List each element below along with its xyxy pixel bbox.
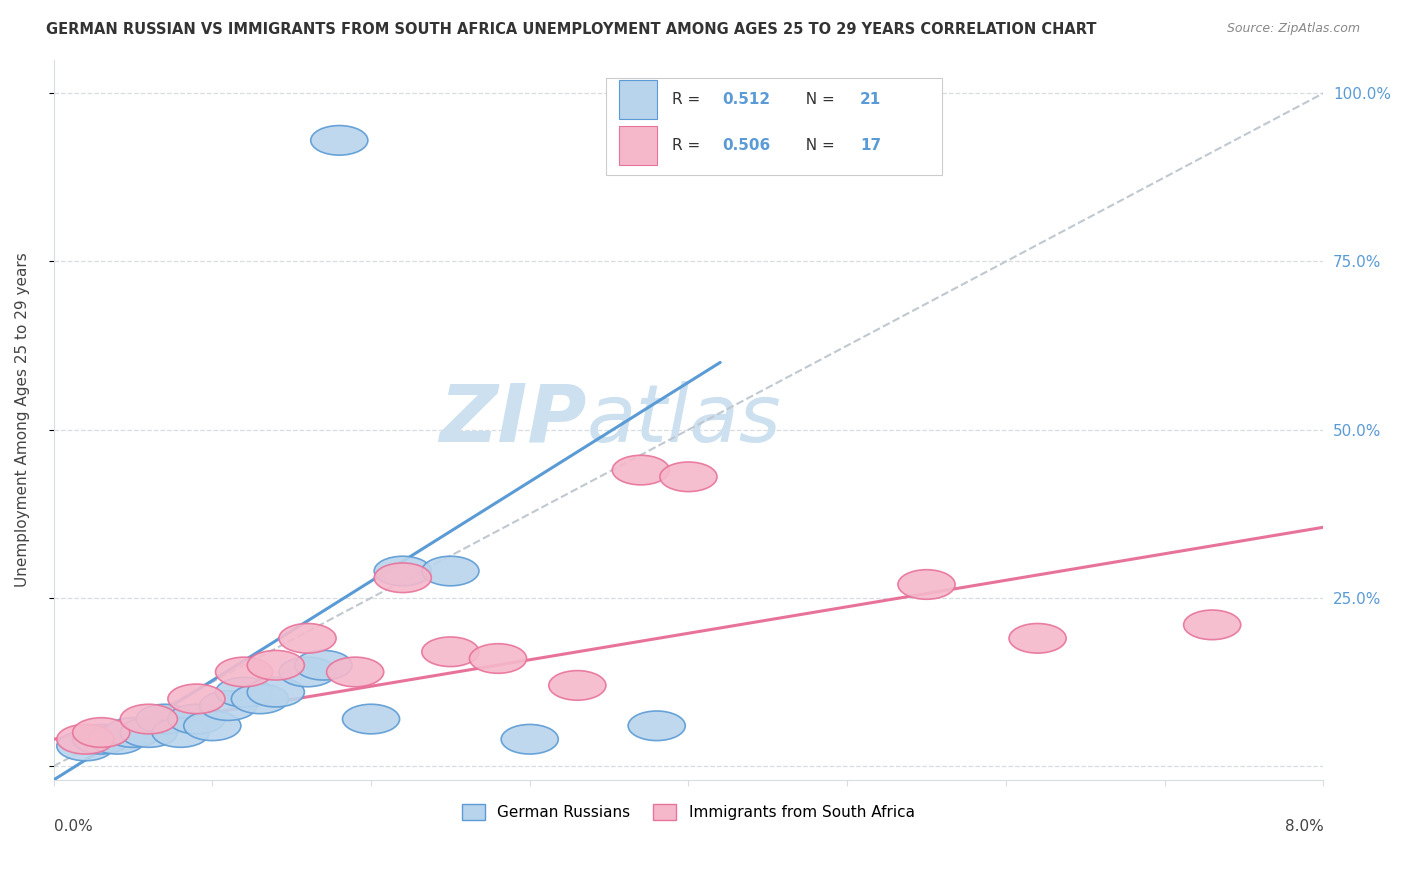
Ellipse shape xyxy=(56,731,114,761)
Text: 8.0%: 8.0% xyxy=(1285,819,1323,834)
Text: ZIP: ZIP xyxy=(440,381,586,458)
Ellipse shape xyxy=(215,657,273,687)
Text: 17: 17 xyxy=(860,138,882,153)
Ellipse shape xyxy=(121,718,177,747)
Ellipse shape xyxy=(73,718,129,747)
Ellipse shape xyxy=(501,724,558,754)
Ellipse shape xyxy=(73,724,129,754)
Ellipse shape xyxy=(200,690,257,721)
Ellipse shape xyxy=(104,718,162,747)
Ellipse shape xyxy=(612,455,669,485)
Ellipse shape xyxy=(422,637,479,666)
Text: atlas: atlas xyxy=(586,381,782,458)
FancyBboxPatch shape xyxy=(619,126,657,165)
Legend: German Russians, Immigrants from South Africa: German Russians, Immigrants from South A… xyxy=(456,797,921,826)
Ellipse shape xyxy=(184,711,240,740)
Text: 0.512: 0.512 xyxy=(723,92,770,107)
Ellipse shape xyxy=(89,724,146,754)
Ellipse shape xyxy=(470,644,527,673)
Ellipse shape xyxy=(247,677,304,707)
Ellipse shape xyxy=(548,671,606,700)
Ellipse shape xyxy=(167,705,225,734)
Text: N =: N = xyxy=(796,92,839,107)
Ellipse shape xyxy=(152,718,209,747)
Text: R =: R = xyxy=(672,92,710,107)
Ellipse shape xyxy=(628,711,685,740)
Text: Source: ZipAtlas.com: Source: ZipAtlas.com xyxy=(1226,22,1360,36)
Text: R =: R = xyxy=(672,138,704,153)
FancyBboxPatch shape xyxy=(619,79,657,120)
Y-axis label: Unemployment Among Ages 25 to 29 years: Unemployment Among Ages 25 to 29 years xyxy=(15,252,30,587)
Text: GERMAN RUSSIAN VS IMMIGRANTS FROM SOUTH AFRICA UNEMPLOYMENT AMONG AGES 25 TO 29 : GERMAN RUSSIAN VS IMMIGRANTS FROM SOUTH … xyxy=(46,22,1097,37)
Ellipse shape xyxy=(311,126,368,155)
Ellipse shape xyxy=(422,557,479,586)
Ellipse shape xyxy=(121,705,177,734)
Ellipse shape xyxy=(278,657,336,687)
Text: 0.506: 0.506 xyxy=(723,138,770,153)
Text: N =: N = xyxy=(796,138,839,153)
Ellipse shape xyxy=(136,705,193,734)
Ellipse shape xyxy=(326,657,384,687)
Ellipse shape xyxy=(898,570,955,599)
Ellipse shape xyxy=(56,724,114,754)
Ellipse shape xyxy=(374,563,432,592)
Ellipse shape xyxy=(215,677,273,707)
Ellipse shape xyxy=(295,650,352,680)
Ellipse shape xyxy=(1184,610,1240,640)
Ellipse shape xyxy=(343,705,399,734)
Text: 0.0%: 0.0% xyxy=(53,819,93,834)
Ellipse shape xyxy=(659,462,717,491)
FancyBboxPatch shape xyxy=(606,78,942,175)
Ellipse shape xyxy=(278,624,336,653)
Ellipse shape xyxy=(374,557,432,586)
Ellipse shape xyxy=(232,684,288,714)
Ellipse shape xyxy=(167,684,225,714)
Ellipse shape xyxy=(247,650,304,680)
Ellipse shape xyxy=(1010,624,1066,653)
Text: 21: 21 xyxy=(860,92,882,107)
